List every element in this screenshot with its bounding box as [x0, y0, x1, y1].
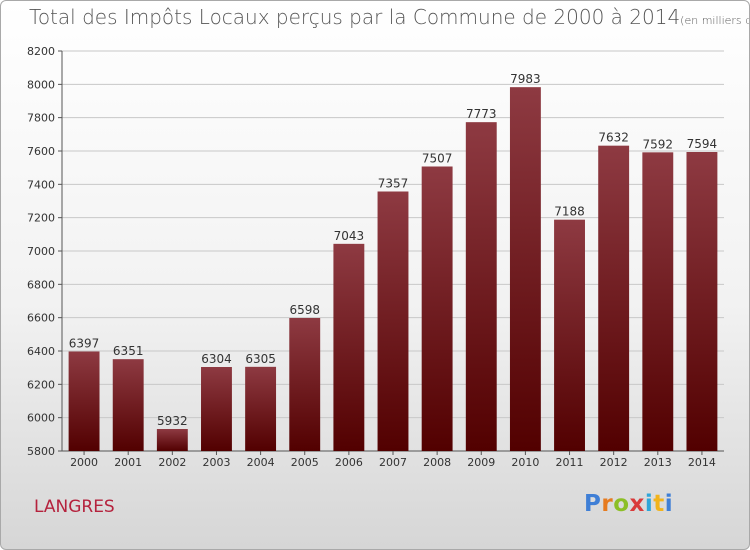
axes: 5800 6000 6200 6400 6600 6800 7000 7200 7400 7600… [27, 45, 724, 469]
x-tick-label: 2008 [423, 456, 451, 469]
data-label: 7773 [466, 107, 497, 121]
data-label: 5932 [157, 414, 188, 428]
data-label: 7632 [598, 131, 629, 145]
x-tick-label: 2007 [379, 456, 407, 469]
y-tick-label: 8200 [27, 45, 55, 58]
x-tick-label: 2009 [467, 456, 495, 469]
bar [112, 359, 144, 451]
bar [642, 152, 674, 452]
data-label: 6305 [245, 352, 276, 366]
logo-letter: t [653, 491, 665, 517]
logo-letter: x [629, 491, 645, 517]
bar [68, 351, 100, 451]
y-tick-label: 7000 [27, 245, 55, 258]
data-label: 6304 [201, 352, 232, 366]
y-tick-label: 6800 [27, 278, 55, 291]
bars [68, 87, 718, 452]
bar [201, 367, 232, 451]
logo-letter: i [644, 491, 654, 517]
bar [156, 429, 188, 451]
x-tick-label: 2001 [114, 456, 142, 469]
bar [554, 219, 585, 451]
x-tick-label: 2012 [600, 456, 628, 469]
y-tick-label: 5800 [27, 445, 55, 458]
data-label: 6598 [289, 303, 320, 317]
bar [598, 145, 630, 451]
x-tick-label: 2002 [158, 456, 186, 469]
data-label: 7043 [334, 229, 365, 243]
x-tick-label: 2013 [644, 456, 672, 469]
bar [333, 243, 365, 451]
chart-title-text: Total des Impôts Locaux perçus par la Co… [29, 5, 681, 29]
y-tick-label: 7800 [27, 112, 55, 125]
data-label: 7357 [378, 177, 409, 191]
data-label: 7983 [510, 72, 541, 86]
bar [421, 166, 453, 451]
y-tick-label: 6200 [27, 378, 55, 391]
bar [245, 366, 277, 451]
logo-letter: o [613, 491, 630, 517]
bar [686, 152, 718, 451]
data-labels: 6397 6351 5932 6304 6305 6598 7043 7357 7507 7773… [69, 72, 717, 428]
x-tick-label: 2010 [511, 456, 539, 469]
chart-title-unit: (en milliers d'€) [680, 14, 749, 27]
x-tick-label: 2000 [70, 456, 98, 469]
y-tick-label: 6000 [27, 412, 55, 425]
logo-letter: P [584, 491, 602, 517]
bar [289, 318, 321, 451]
logo-letter: i [664, 491, 674, 517]
logo-letter: r [601, 491, 614, 517]
data-label: 7188 [554, 205, 585, 219]
y-tick-label: 7600 [27, 145, 55, 158]
proxiti-logo[interactable]: Proxiti [584, 491, 673, 517]
y-tick-label: 7400 [27, 178, 55, 191]
bar [509, 87, 541, 452]
y-tick-label: 8000 [27, 78, 55, 91]
x-tick-label: 2004 [247, 456, 275, 469]
x-tick-label: 2011 [556, 456, 584, 469]
data-label: 6397 [69, 337, 100, 351]
y-tick-label: 7200 [27, 212, 55, 225]
x-tick-label: 2014 [688, 456, 716, 469]
commune-name: LANGRES [34, 497, 115, 517]
chart-title: Total des Impôts Locaux perçus par la Co… [29, 5, 749, 29]
bar [377, 191, 409, 451]
bar [465, 122, 497, 452]
data-label: 7594 [687, 137, 718, 151]
data-label: 6351 [113, 344, 144, 358]
y-tick-label: 6600 [27, 312, 55, 325]
x-tick-label: 2005 [291, 456, 319, 469]
y-tick-label: 6400 [27, 345, 55, 358]
x-tick-label: 2003 [202, 456, 230, 469]
x-tick-label: 2006 [335, 456, 363, 469]
data-label: 7592 [643, 137, 674, 151]
data-label: 7507 [422, 152, 453, 166]
